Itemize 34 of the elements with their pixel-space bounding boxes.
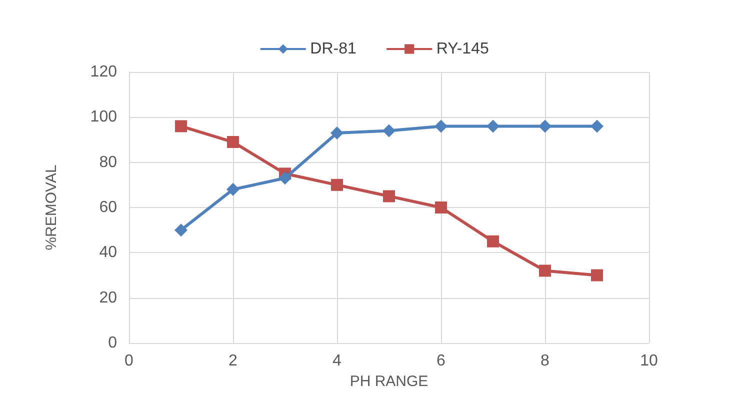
point: [539, 264, 551, 277]
y-tick-label: 20: [99, 289, 118, 306]
point: [174, 224, 188, 237]
y-tick-label: 0: [108, 334, 118, 352]
x-tick-label: 6: [436, 352, 446, 370]
point: [538, 120, 552, 133]
legend-label: RY-145: [436, 40, 489, 58]
y-tick-label: 40: [99, 244, 118, 262]
point: [226, 182, 240, 196]
point: [227, 136, 239, 148]
point: [590, 120, 604, 133]
point: [175, 120, 187, 132]
point: [591, 269, 603, 282]
point: [435, 202, 447, 214]
point: [278, 172, 292, 185]
x-tick-label: 0: [124, 352, 134, 370]
x-tick-label: 10: [640, 352, 658, 370]
point: [434, 120, 448, 133]
y-tick-label: 80: [99, 154, 118, 171]
x-tick-label: 4: [332, 352, 342, 370]
point: [382, 124, 396, 138]
point: [486, 120, 500, 133]
x-tick-label: 2: [228, 352, 238, 370]
y-tick-label: 120: [90, 64, 118, 80]
point: [383, 190, 395, 202]
x-tick-label: 8: [540, 352, 550, 370]
point: [487, 235, 499, 248]
x-axis-title: PH RANGE: [350, 372, 428, 390]
y-axis-title: %REMOVAL: [43, 164, 60, 250]
y-tick-label: 60: [99, 199, 118, 216]
point: [331, 178, 343, 191]
point: [330, 126, 344, 140]
legend-label: DR-81: [310, 40, 356, 58]
y-tick-label: 100: [90, 108, 118, 126]
